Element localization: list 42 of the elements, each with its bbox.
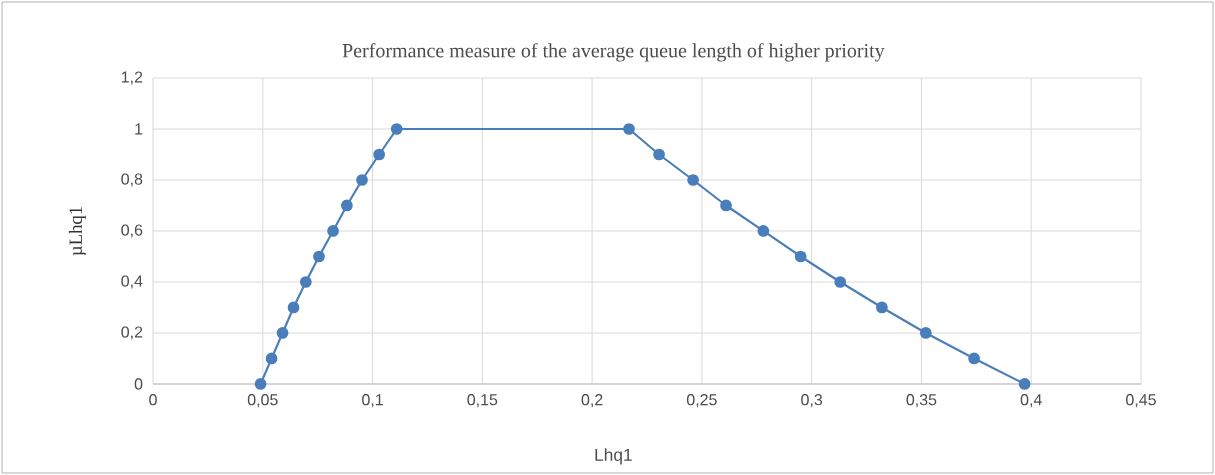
point [356,174,368,186]
x-tick-label: 0,35 [906,394,937,408]
point [794,250,807,263]
point [757,225,770,237]
point [265,352,278,365]
x-tick-label: 0,2 [581,394,603,408]
point [623,123,635,135]
point [919,327,932,339]
point [876,301,888,314]
point [834,276,847,288]
point [313,250,325,263]
point [299,276,312,288]
x-tick-label: 0,3 [801,394,823,408]
point [254,378,267,390]
x-tick-label: 0,1 [362,394,383,408]
y-tick-label: 1,2 [121,71,143,85]
point [373,148,386,161]
y-tick-label: 0,6 [121,224,143,238]
point [341,199,353,212]
point [327,225,339,237]
x-tick-label: 0,4 [1020,394,1042,408]
point [390,123,403,135]
y-tick-label: 0 [134,378,143,390]
x-tick-label: 0,05 [247,394,278,408]
point [720,199,732,212]
point [968,352,980,365]
x-tick-label: 0,15 [467,394,498,408]
point [653,148,665,161]
chart-title: Performance measure of the average queue length of higher priority [342,43,885,62]
point [287,301,300,314]
x-axis-title: Lhq1 [595,448,632,465]
point [276,327,289,339]
y-tick-label: 1 [135,123,143,135]
y-tick-label: 0,2 [121,326,143,340]
x-tick-label: 0,25 [686,394,717,408]
point [1018,378,1031,390]
y-tick-label: 0,4 [121,275,143,289]
y-tick-label: 0,8 [121,173,143,187]
x-tick-label: 0 [149,394,157,406]
y-axis-title: µLhq1 [68,207,86,256]
x-tick-label: 0,45 [1126,394,1156,408]
point [687,174,699,186]
